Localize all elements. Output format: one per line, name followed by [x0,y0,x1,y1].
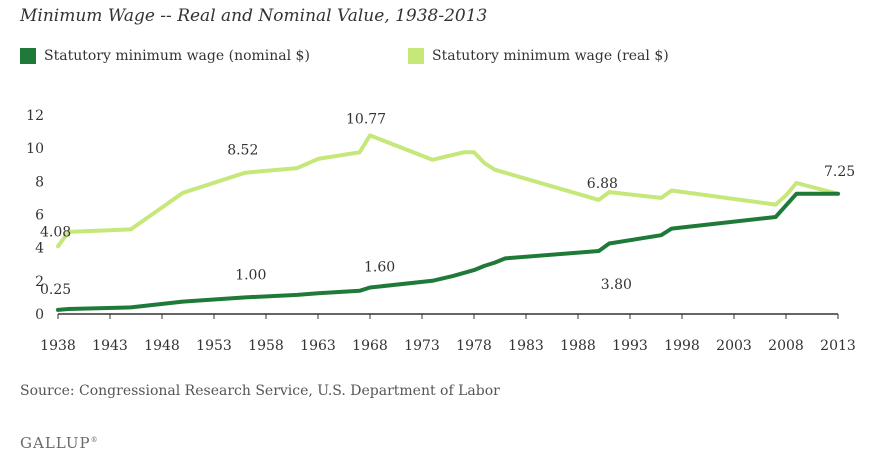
y-tick-label: 12 [26,108,44,124]
gallup-logo: GALLUP® [20,434,98,452]
x-tick-label: 1993 [612,338,648,354]
legend-swatch-real [408,48,424,64]
x-tick-label: 2008 [768,338,804,354]
data-label: 6.88 [587,176,618,192]
x-tick-label: 1943 [92,338,128,354]
data-label: 3.80 [601,277,632,293]
data-label: 0.25 [40,282,71,298]
x-tick-label: 1963 [300,338,336,354]
x-tick-label: 1998 [664,338,700,354]
x-tick-label: 1953 [196,338,232,354]
x-tick-label: 1968 [352,338,388,354]
x-tick-label: 1948 [144,338,180,354]
legend-label-real: Statutory minimum wage (real $) [432,48,669,64]
series-line-1 [56,133,840,249]
data-label: 8.52 [227,143,258,159]
x-tick-label: 1973 [404,338,440,354]
source-note: Source: Congressional Research Service, … [20,383,500,399]
data-label: 10.77 [346,111,386,127]
chart-title: Minimum Wage -- Real and Nominal Value, … [20,6,488,26]
x-tick-label: 1978 [456,338,492,354]
legend-item-nominal: Statutory minimum wage (nominal $) [20,48,310,64]
y-tick-label: 2 [35,274,44,290]
legend-label-nominal: Statutory minimum wage (nominal $) [44,48,310,64]
x-tick-label: 1988 [560,338,596,354]
y-tick-label: 10 [26,141,44,157]
y-tick-label: 8 [35,174,44,190]
legend-item-real: Statutory minimum wage (real $) [408,48,669,64]
y-tick-label: 0 [35,307,44,323]
legend-swatch-nominal [20,48,36,64]
data-label: 1.60 [364,259,395,275]
data-label: 4.08 [40,224,71,240]
x-tick-label: 1983 [508,338,544,354]
x-tick-label: 2003 [716,338,752,354]
y-tick-label: 4 [35,241,44,257]
x-tick-label: 2013 [820,338,856,354]
x-tick-label: 1938 [40,338,76,354]
data-label: 7.25 [824,164,855,180]
x-tick-label: 1958 [248,338,284,354]
series-line-0 [56,191,840,312]
data-label: 1.00 [235,267,266,283]
y-tick-label: 6 [35,208,44,224]
